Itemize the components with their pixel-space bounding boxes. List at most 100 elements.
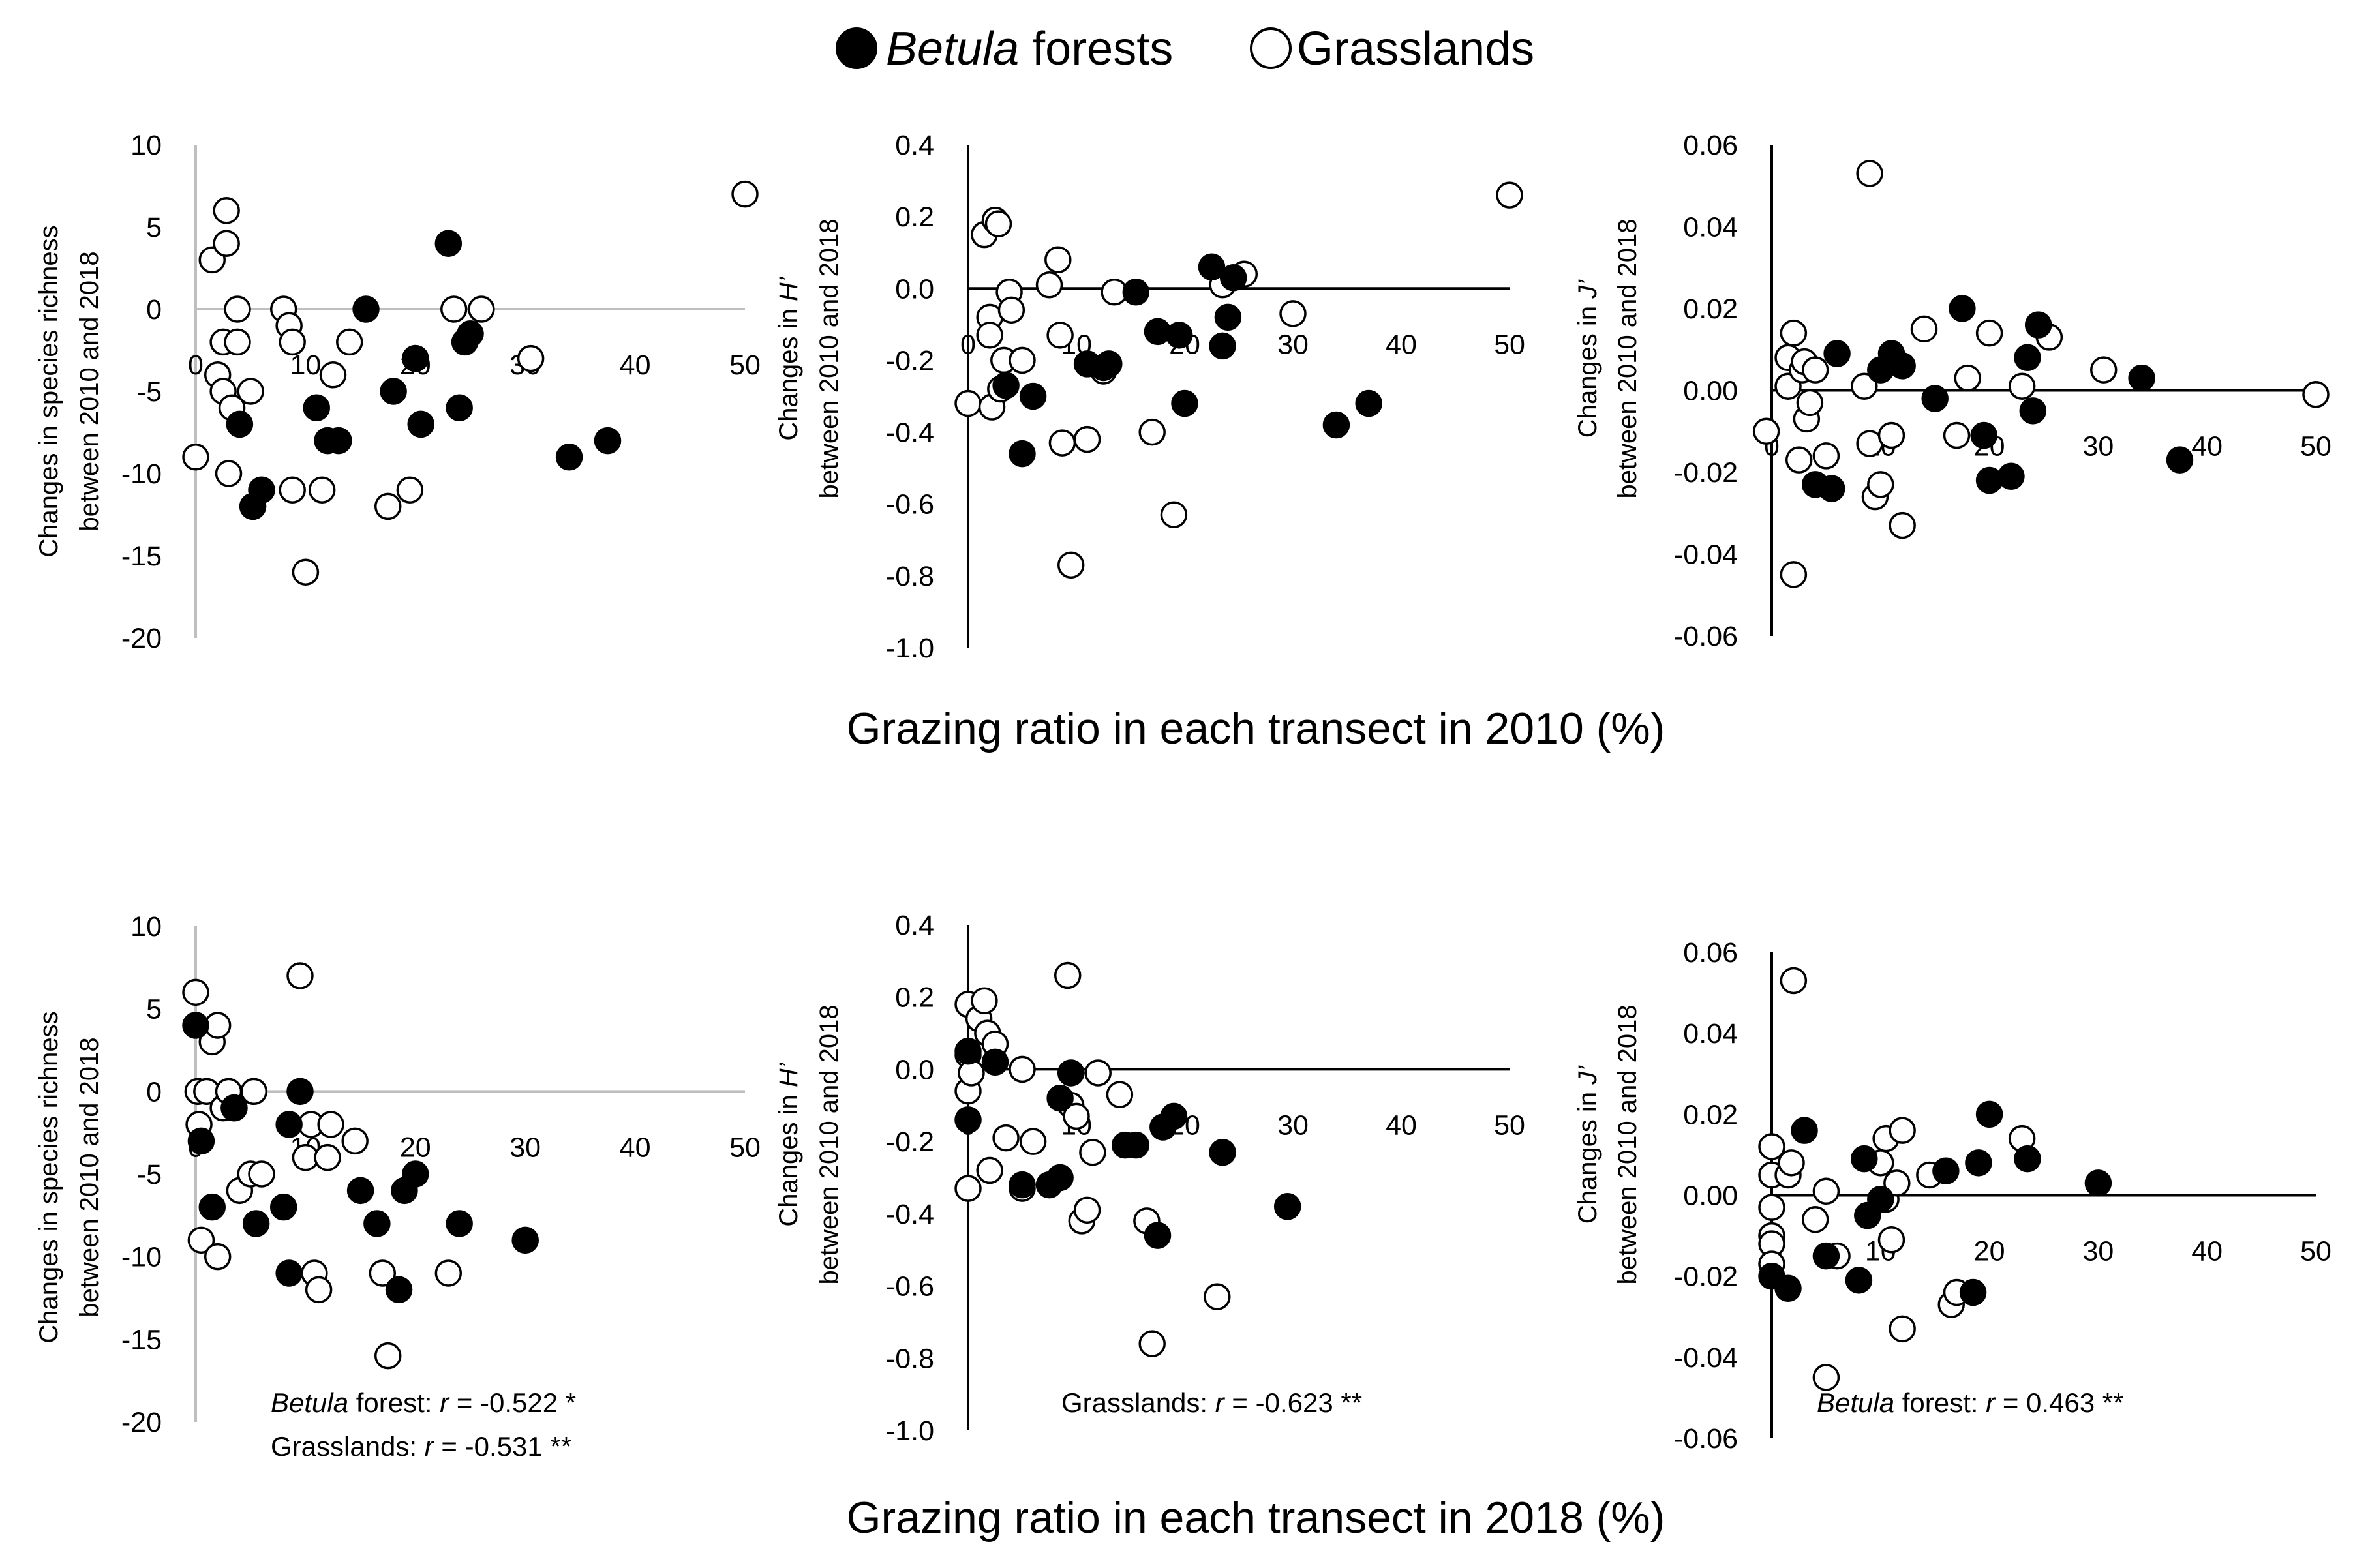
- grassland-point: [1204, 1283, 1231, 1310]
- grassland-point: [369, 1259, 397, 1287]
- grassland-point: [279, 476, 306, 504]
- y-tick-label: 0.4: [895, 910, 934, 941]
- stat-j-betula: Betula forest: r = 0.463 **: [1817, 1387, 2123, 1418]
- grassland-point: [314, 1143, 341, 1171]
- grassland-point: [517, 344, 545, 372]
- betula-point: [1122, 279, 1150, 306]
- betula-point: [1851, 1145, 1878, 1173]
- grassland-point: [1780, 967, 1808, 995]
- betula-point: [226, 410, 254, 438]
- y-tick-label: -1.0: [886, 1415, 934, 1447]
- betula-point: [325, 427, 352, 455]
- x-tick-label: 40: [2191, 1236, 2223, 1267]
- betula-point: [954, 1106, 982, 1134]
- stat-richness-grass-r: r: [425, 1431, 435, 1462]
- grassland-point: [1812, 442, 1840, 470]
- legend: Betula forests Grasslands: [836, 23, 1534, 75]
- grassland-point: [204, 1243, 232, 1271]
- y-tick-label: -0.6: [886, 489, 934, 520]
- betula-point: [992, 372, 1020, 399]
- betula-point: [1975, 466, 2003, 494]
- legend-open-marker: [1250, 27, 1292, 69]
- betula-point: [2084, 1169, 2112, 1197]
- x-tick-label: 30: [1277, 1109, 1309, 1141]
- stat-richness-betula-italic: Betula: [271, 1387, 348, 1418]
- y-tick-label: -0.2: [886, 345, 934, 376]
- betula-point: [198, 1193, 226, 1221]
- grassland-point: [317, 1111, 344, 1138]
- betula-point: [2019, 397, 2047, 425]
- panel-p2010_H: 0.40.20.0-0.2-0.4-0.6-0.8-1.001020304050: [886, 130, 1525, 664]
- x-tick-label: 30: [1277, 329, 1309, 360]
- grassland-point: [1009, 1055, 1036, 1083]
- grassland-point: [1009, 346, 1036, 374]
- grassland-point: [1975, 319, 2003, 347]
- grassland-point: [1044, 246, 1072, 273]
- grassland-point: [240, 1078, 268, 1106]
- stat-j-betula-rest: forest:: [1894, 1387, 1986, 1418]
- betula-point: [446, 1210, 473, 1237]
- betula-point: [220, 1094, 248, 1122]
- ylabel-j-r2-sym: J’: [1573, 1065, 1602, 1085]
- grassland-point: [1778, 1149, 1805, 1177]
- grassland-point: [1877, 421, 1905, 449]
- betula-point: [1970, 421, 1998, 449]
- stat-richness-betula-val: = -0.522 *: [449, 1387, 576, 1418]
- betula-point: [1921, 385, 1949, 412]
- betula-point: [1959, 1278, 1987, 1306]
- betula-point: [242, 1210, 270, 1237]
- legend-betula-italic: Betula: [886, 23, 1019, 75]
- betula-point: [1273, 1193, 1301, 1220]
- stat-h-grass-val: = -0.623 **: [1224, 1387, 1362, 1418]
- grassland-point: [1035, 271, 1063, 299]
- betula-point: [1812, 1242, 1840, 1270]
- y-tick-label: -0.2: [886, 1126, 934, 1158]
- ylabel-h-r2-line1: Changes in H’: [774, 1062, 803, 1226]
- y-tick-label: 0.0: [895, 1054, 934, 1085]
- grassland-point: [992, 1124, 1020, 1152]
- y-tick-label: -20: [121, 623, 162, 654]
- betula-point: [2128, 364, 2155, 392]
- betula-point: [402, 1160, 429, 1188]
- grassland-point: [248, 1160, 275, 1188]
- y-tick-label: -0.06: [1674, 621, 1738, 652]
- grassland-point: [182, 978, 209, 1006]
- x-tick-label: 50: [1494, 1109, 1525, 1141]
- ylabel-j-r2-pre: Changes in: [1573, 1085, 1602, 1224]
- grassland-point: [1889, 511, 1916, 539]
- ylabel-richness-r2-line2: between 2010 and 2018: [75, 1037, 104, 1317]
- grassland-point: [336, 328, 363, 356]
- y-tick-label: -0.04: [1674, 539, 1738, 571]
- y-tick-label: 0.04: [1683, 212, 1738, 243]
- x-tick-label: 40: [1386, 1109, 1417, 1141]
- betula-point: [303, 394, 330, 421]
- x-tick-label: 20: [400, 1132, 431, 1163]
- betula-point: [1997, 462, 2025, 490]
- grassland-point: [187, 1226, 215, 1254]
- betula-point: [555, 444, 583, 471]
- grassland-point: [396, 476, 424, 504]
- betula-point: [1965, 1149, 1992, 1177]
- x-tick-label: 40: [1386, 329, 1417, 360]
- grassland-point: [1279, 300, 1307, 327]
- x-tick-label: 40: [620, 1132, 651, 1163]
- betula-point: [286, 1078, 314, 1106]
- betula-point: [1057, 1059, 1085, 1087]
- grassland-point: [1954, 364, 1981, 392]
- y-tick-label: 10: [130, 130, 162, 161]
- x-tick-label: 0: [188, 350, 204, 381]
- y-tick-label: -0.8: [886, 1343, 934, 1374]
- grassland-point: [1889, 1315, 1916, 1343]
- grassland-point: [213, 230, 240, 257]
- betula-point: [182, 1012, 209, 1039]
- betula-point: [380, 378, 407, 405]
- x-tick-label: 50: [1494, 329, 1525, 360]
- ylabels: Changes in species richness between 2010…: [35, 219, 1642, 1343]
- y-tick-label: 10: [130, 911, 162, 942]
- x-tick-label: 50: [729, 350, 761, 381]
- stat-richness-grass: Grasslands: r = -0.531 **: [271, 1431, 571, 1462]
- betula-point: [346, 1177, 374, 1205]
- betula-point: [1160, 1102, 1188, 1130]
- betula-point: [1171, 389, 1198, 417]
